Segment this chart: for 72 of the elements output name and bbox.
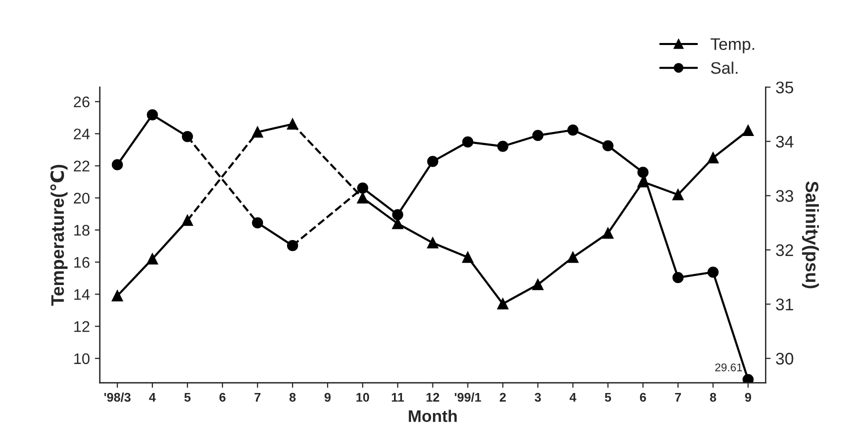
point: [462, 136, 474, 148]
point: [497, 298, 508, 310]
x-tick-label: 7: [254, 392, 260, 402]
y-tick-label: 16: [74, 256, 90, 268]
point: [112, 290, 123, 302]
point: [146, 109, 158, 120]
y-tick-label: 22: [74, 160, 90, 172]
x-tick-label: 7: [675, 392, 681, 402]
legend-label: Temp.: [710, 38, 754, 54]
y2-tick-label: 32: [776, 244, 794, 256]
x-tick-label: 5: [184, 392, 191, 402]
x-tick-label: 10: [356, 392, 370, 402]
point: [672, 272, 684, 284]
point: [602, 140, 614, 152]
x-tick-label: 8: [710, 392, 716, 402]
point: [182, 214, 193, 226]
y-tick-label: 24: [74, 128, 90, 140]
point: [602, 228, 614, 239]
point: [427, 156, 438, 168]
y-tick-label: 10: [74, 353, 90, 364]
y2-tick-label: 33: [776, 190, 794, 202]
y-axis-title: Temperature(℃): [50, 164, 68, 306]
x-tick-label: '98/3: [104, 392, 131, 402]
x-tick-label: '99/1: [454, 392, 482, 402]
point: [462, 252, 474, 263]
point: [567, 124, 578, 136]
y-tick-label: 18: [74, 224, 90, 236]
y2-tick-label: 31: [776, 298, 794, 310]
data-label: 29.61: [715, 363, 742, 372]
point: [637, 166, 649, 178]
point: [182, 130, 193, 142]
x-axis-title: Month: [408, 410, 457, 422]
point: [357, 182, 368, 194]
point: [708, 266, 719, 278]
y-tick-label: 26: [74, 96, 90, 108]
point: [146, 253, 158, 264]
point: [287, 240, 298, 252]
point: [708, 152, 719, 164]
x-tick-label: 3: [534, 392, 541, 402]
y2-axis-title: Salinity(psu): [802, 181, 819, 288]
point: [567, 252, 578, 263]
point: [742, 124, 754, 136]
point: [497, 140, 508, 152]
point: [392, 209, 404, 220]
y2-tick-label: 30: [776, 352, 794, 365]
point: [532, 279, 544, 290]
x-tick-label: 9: [324, 392, 331, 402]
x-tick-label: 6: [219, 392, 226, 402]
point: [252, 217, 264, 228]
y2-tick-label: 35: [776, 82, 794, 94]
point: [427, 237, 438, 248]
y-tick-label: 14: [74, 289, 90, 300]
x-tick-label: 4: [149, 392, 156, 402]
point: [287, 118, 298, 130]
x-tick-label: 9: [745, 392, 752, 402]
y2-tick-label: 34: [776, 136, 794, 148]
x-tick-label: 8: [289, 392, 296, 402]
x-tick-label: 6: [640, 392, 646, 402]
y-tick-label: 20: [74, 192, 90, 204]
y-tick-label: 12: [74, 321, 90, 332]
point: [357, 192, 368, 204]
x-tick-label: 4: [570, 392, 576, 402]
x-tick-label: 2: [500, 392, 506, 402]
x-tick-label: 12: [426, 392, 440, 402]
point: [252, 126, 264, 138]
point: [112, 159, 123, 170]
point: [742, 374, 754, 383]
x-tick-label: 11: [392, 392, 404, 402]
x-tick-label: 5: [604, 392, 612, 402]
point: [672, 189, 684, 200]
legend-label: Sal.: [711, 62, 738, 74]
point: [532, 130, 544, 141]
